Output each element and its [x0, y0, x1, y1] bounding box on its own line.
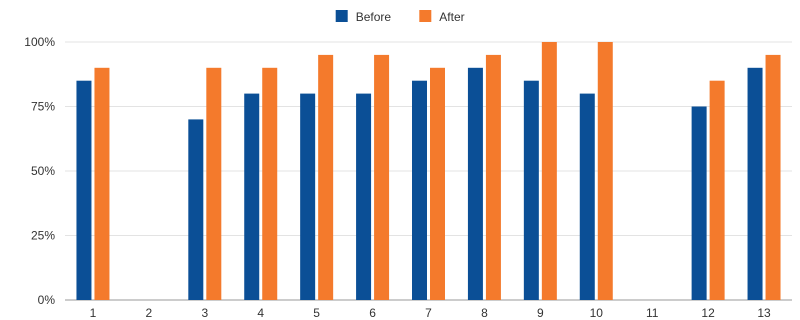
bar-before-10 [579, 93, 595, 300]
x-tick-label: 10 [590, 306, 604, 320]
bar-after-12 [709, 80, 725, 300]
y-tick-label: 25% [31, 229, 55, 243]
x-tick-label: 1 [90, 306, 97, 320]
bar-after-9 [541, 42, 557, 300]
x-tick-label: 9 [537, 306, 544, 320]
legend-swatch-before [335, 10, 348, 22]
x-tick-label: 5 [313, 306, 320, 320]
x-tick-label: 4 [257, 306, 264, 320]
bar-before-8 [467, 67, 483, 300]
x-tick-label: 3 [201, 306, 208, 320]
bar-before-4 [244, 93, 260, 300]
bar-before-5 [300, 93, 316, 300]
bar-after-5 [318, 54, 334, 301]
x-tick-label: 11 [646, 306, 659, 320]
bar-after-1 [94, 67, 110, 300]
x-tick-label: 8 [481, 306, 488, 320]
bar-before-9 [523, 80, 539, 300]
bar-after-8 [485, 54, 501, 301]
x-tick-label: 7 [425, 306, 432, 320]
legend-swatch-after [419, 10, 432, 22]
x-tick-label: 13 [757, 306, 771, 320]
x-axis-ticks: 1 2 3 4 5 6 7 8 9 10 11 12 13 [90, 306, 771, 320]
bar-before-3 [188, 119, 204, 301]
y-tick-label: 100% [24, 35, 55, 49]
bar-before-7 [412, 80, 427, 300]
y-axis-ticks: 0% 25% 50% 75% 100% [24, 35, 55, 307]
bar-before-6 [356, 93, 372, 300]
bar-before-12 [691, 106, 707, 300]
bar-after-3 [206, 67, 222, 300]
bar-before-1 [76, 80, 92, 300]
bar-after-13 [765, 54, 781, 301]
bar-after-6 [374, 54, 390, 301]
bar-after-10 [597, 42, 613, 300]
legend-label-before: Before [356, 10, 392, 24]
gridlines [65, 41, 792, 301]
legend: Before After [335, 10, 465, 24]
bars [76, 42, 781, 301]
y-tick-label: 50% [31, 164, 55, 178]
x-tick-label: 12 [701, 306, 715, 320]
bar-after-4 [262, 67, 278, 300]
y-tick-label: 75% [31, 100, 55, 114]
bar-after-7 [430, 67, 445, 300]
x-tick-label: 2 [146, 306, 153, 320]
bar-before-13 [747, 67, 763, 300]
legend-label-after: After [439, 10, 464, 24]
x-tick-label: 6 [369, 306, 376, 320]
y-tick-label: 0% [38, 293, 56, 307]
